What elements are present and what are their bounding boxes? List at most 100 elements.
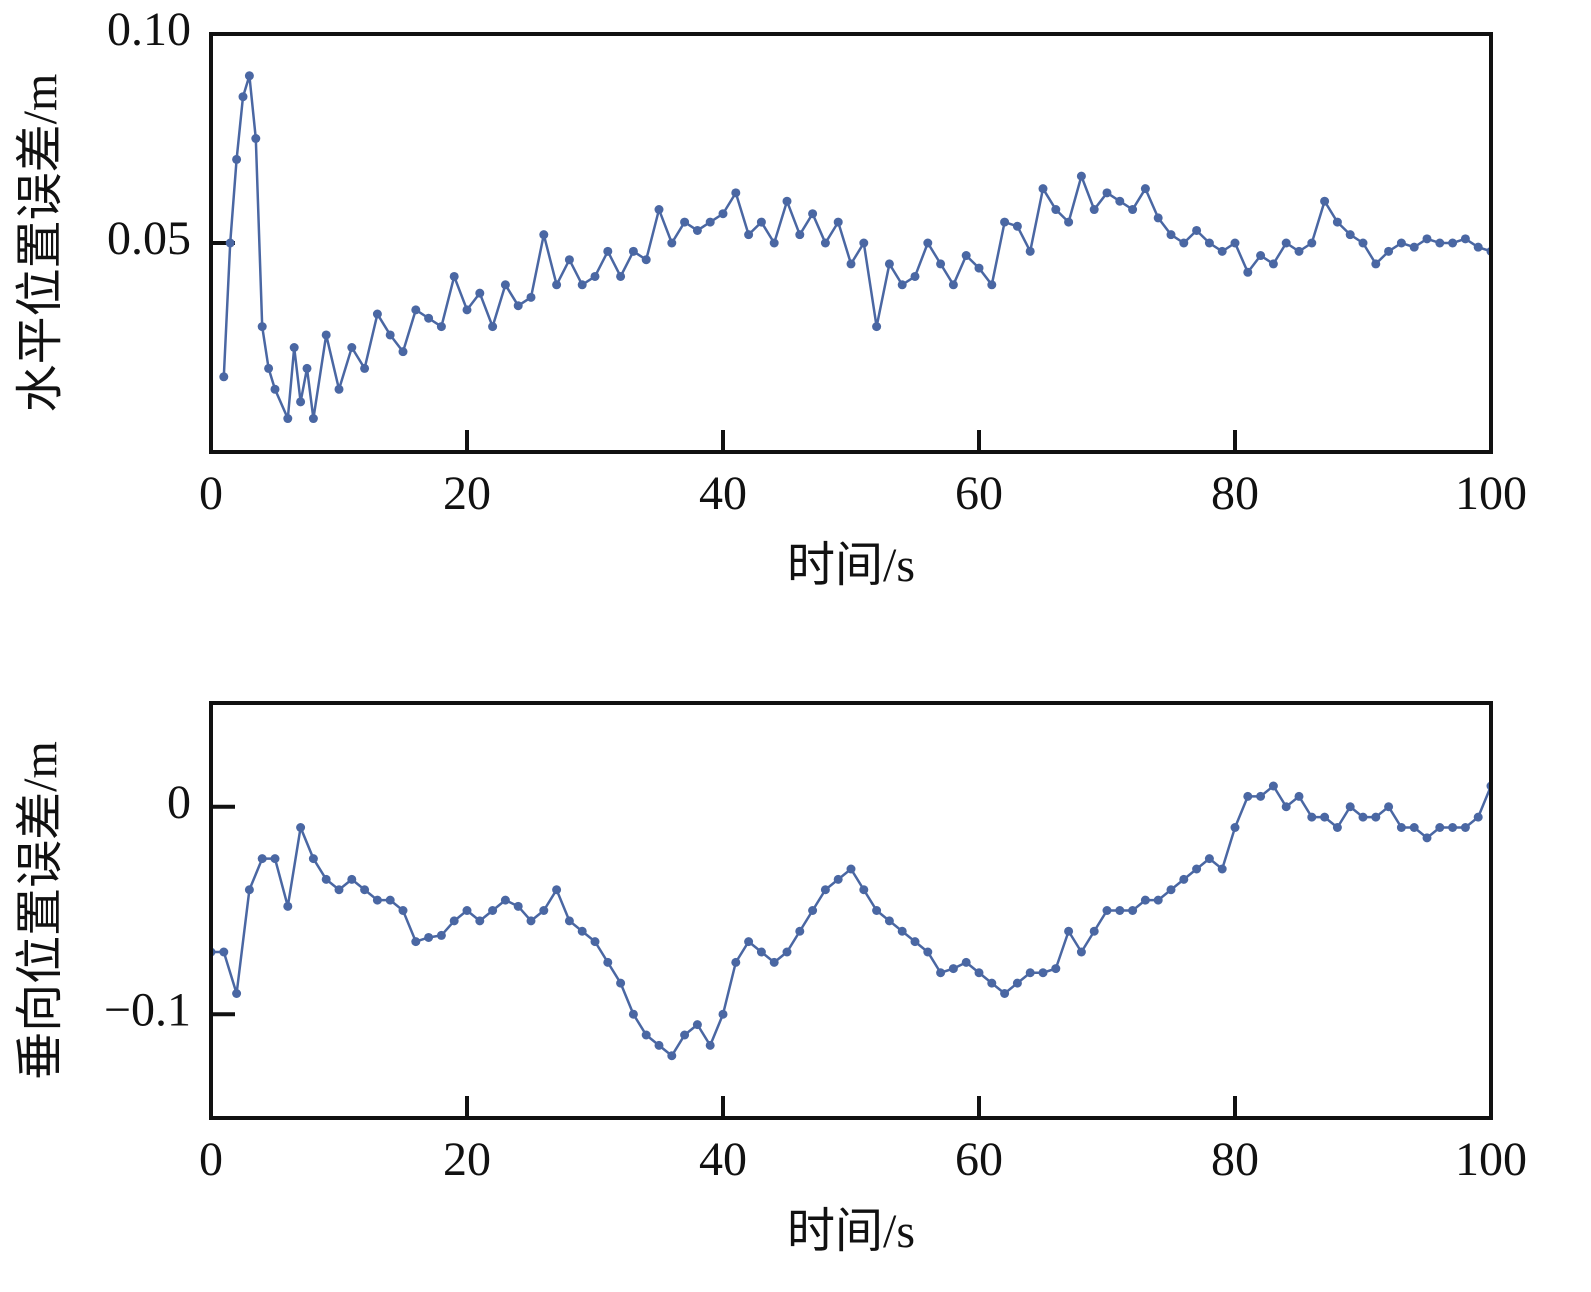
data-point — [1332, 217, 1342, 227]
data-point — [1473, 242, 1483, 252]
data-line — [211, 784, 1491, 1058]
data-point — [1345, 802, 1355, 812]
data-point — [987, 280, 997, 290]
data-point — [1460, 823, 1470, 832]
data-point — [654, 1040, 664, 1050]
data-point — [1128, 906, 1138, 915]
data-point — [692, 225, 702, 235]
data-point — [705, 1040, 715, 1050]
data-point — [1076, 171, 1086, 181]
data-point — [1396, 823, 1406, 832]
data-point — [462, 906, 472, 915]
data-point — [462, 305, 472, 315]
data-point — [731, 957, 741, 967]
data-point — [1320, 196, 1330, 206]
data-point — [820, 238, 830, 248]
data-point — [1307, 812, 1317, 822]
data-point — [795, 926, 805, 936]
data-point — [628, 246, 638, 256]
data-point — [1115, 196, 1125, 206]
data-point — [500, 280, 510, 290]
data-point — [1153, 213, 1163, 223]
data-point — [987, 978, 997, 988]
data-point — [219, 372, 229, 382]
x-tick-label: 80 — [1211, 467, 1259, 520]
data-point — [718, 1009, 728, 1019]
data-point — [360, 363, 370, 373]
x-axis-label: 时间/s — [787, 1205, 915, 1258]
data-point — [923, 947, 933, 957]
data-point — [283, 414, 293, 424]
data-point — [296, 823, 306, 832]
data-point — [961, 251, 971, 261]
data-point — [1140, 184, 1150, 194]
data-point — [334, 384, 344, 394]
data-point — [411, 937, 421, 947]
data-point — [782, 947, 792, 957]
data-point — [923, 238, 933, 248]
data-point — [424, 313, 434, 323]
data-point — [1384, 802, 1394, 812]
data-point — [1281, 238, 1291, 248]
data-point — [1294, 791, 1304, 801]
x-tick-label: 20 — [443, 467, 491, 520]
data-point — [910, 937, 920, 947]
data-point — [1371, 259, 1381, 269]
data-point — [820, 885, 830, 895]
data-point — [795, 230, 805, 240]
x-tick-label: 100 — [1455, 1133, 1527, 1186]
data-point — [270, 854, 280, 864]
data-point — [833, 874, 843, 884]
data-point — [526, 292, 536, 302]
y-axis-label: 水平位置误差/m — [14, 74, 67, 413]
data-point — [1409, 823, 1419, 832]
data-point — [1422, 833, 1432, 843]
data-point — [385, 895, 395, 905]
data-point — [1243, 791, 1253, 801]
data-point — [219, 947, 229, 957]
y-tick-label: 0.05 — [107, 212, 191, 265]
data-point — [705, 217, 715, 227]
data-point — [1358, 812, 1368, 822]
data-point — [616, 978, 626, 988]
data-point — [1307, 238, 1317, 248]
data-point — [1192, 864, 1202, 874]
data-point — [449, 271, 459, 281]
data-point — [1038, 968, 1048, 978]
data-point — [641, 255, 651, 265]
data-point — [1217, 246, 1227, 256]
data-point — [257, 322, 267, 332]
data-point — [1025, 968, 1035, 978]
data-point — [1115, 906, 1125, 915]
data-point — [296, 397, 306, 407]
data-point — [1000, 989, 1010, 998]
data-point — [436, 322, 446, 332]
data-point — [539, 230, 549, 240]
y-axis-label: 垂向位置误差/m — [14, 741, 67, 1080]
data-point — [1230, 823, 1240, 832]
data-point — [1268, 259, 1278, 269]
data-point — [1153, 895, 1163, 905]
data-point — [641, 1030, 651, 1040]
data-point — [398, 906, 408, 915]
data-point — [1089, 926, 1099, 936]
data-point — [526, 916, 536, 926]
x-tick-label: 0 — [199, 1133, 223, 1186]
data-point — [833, 217, 843, 227]
data-point — [577, 280, 587, 290]
data-point — [1012, 978, 1022, 988]
plot-area — [211, 781, 1491, 1061]
data-point — [1038, 184, 1048, 194]
x-axis-label: 时间/s — [787, 539, 915, 592]
data-point — [488, 322, 498, 332]
data-point — [1217, 864, 1227, 874]
data-point — [552, 885, 562, 895]
data-point — [1422, 234, 1432, 244]
data-point — [782, 196, 792, 206]
data-point — [1371, 812, 1381, 822]
data-point — [513, 901, 523, 911]
data-point — [411, 305, 421, 315]
data-point — [232, 989, 242, 998]
data-point — [244, 885, 254, 895]
data-point — [449, 916, 459, 926]
